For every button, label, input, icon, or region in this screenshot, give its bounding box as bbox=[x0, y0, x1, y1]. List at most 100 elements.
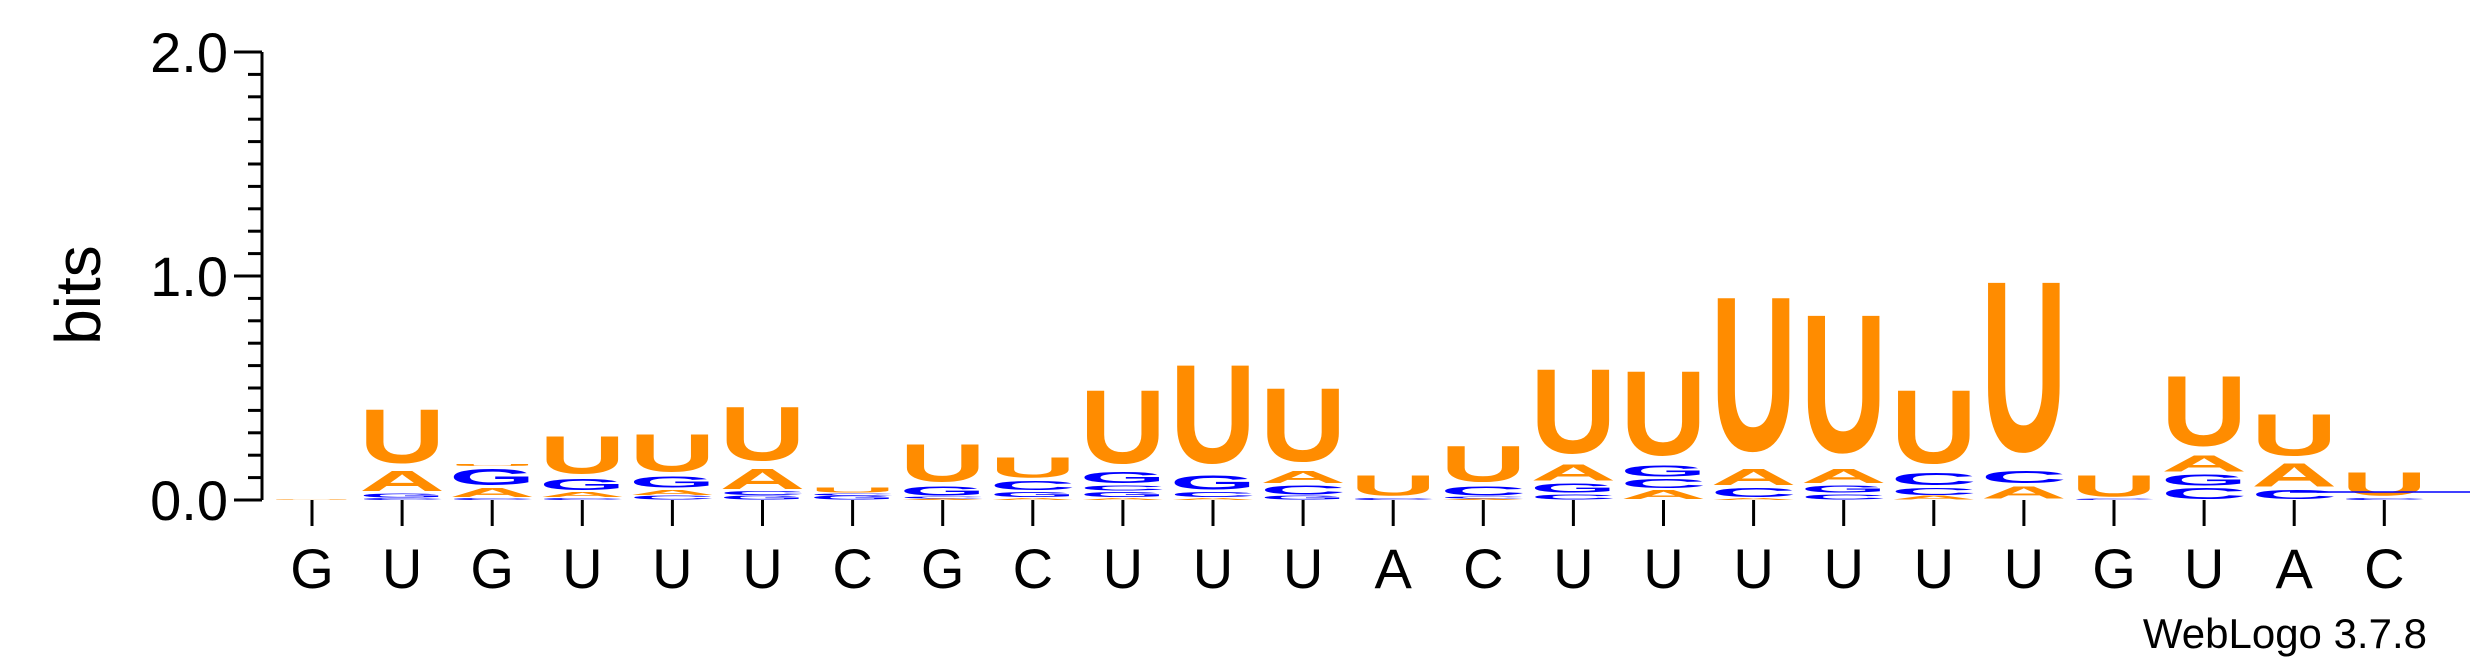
logo-letter: U bbox=[1260, 365, 1346, 483]
logo-letter: C bbox=[539, 497, 625, 500]
logo-letter: C bbox=[1260, 483, 1346, 497]
logo-letter: G bbox=[359, 493, 445, 499]
logo-letter: A bbox=[2251, 456, 2337, 493]
logo-letter: C bbox=[1981, 467, 2067, 487]
logo-letter: C bbox=[1080, 484, 1166, 493]
stack-column: CU bbox=[1350, 471, 1436, 502]
logo-letter: U bbox=[810, 486, 896, 495]
logo-letter: A bbox=[1170, 497, 1256, 500]
logo-letter: G bbox=[2161, 472, 2247, 489]
logo-letter: A bbox=[720, 464, 806, 495]
logo-letter: U bbox=[629, 422, 715, 483]
logo-letter: G bbox=[629, 474, 715, 491]
logo-letter: C bbox=[2341, 497, 2427, 500]
stack-column: CAU bbox=[2251, 402, 2337, 502]
logo-letter: C bbox=[2071, 499, 2157, 500]
logo-letter: U bbox=[539, 425, 625, 486]
stack-column: CU bbox=[2071, 469, 2157, 503]
logo-letter: A bbox=[1711, 497, 1797, 500]
logo-letter: C bbox=[1170, 490, 1256, 499]
x-tick-label: U bbox=[1914, 537, 1954, 600]
x-tick-label: G bbox=[290, 537, 334, 600]
logo-letter: A bbox=[1981, 483, 2067, 503]
x-tick-label: U bbox=[382, 537, 422, 600]
logo-stacks: U CGAUCAGUCAGUCAGUGCAUGCUACGUAGCUAGCGUACG… bbox=[269, 229, 2470, 503]
logo-letter: U bbox=[1350, 471, 1436, 502]
x-tick-label: C bbox=[832, 537, 872, 600]
x-tick-label: U bbox=[1643, 537, 1683, 600]
logo-letter: U bbox=[990, 453, 1076, 484]
y-axis: 0.0 1.0 2.0 bbox=[150, 21, 264, 532]
y-tick-label: 2.0 bbox=[150, 21, 228, 84]
logo-letter: C bbox=[1440, 496, 1526, 499]
logo-letter: C bbox=[2161, 485, 2247, 502]
logo-letter: C bbox=[1620, 476, 1706, 490]
logo-letter: A bbox=[1801, 465, 1887, 488]
logo-letter: U bbox=[269, 499, 355, 500]
logo-letter: A bbox=[629, 488, 715, 497]
stack-column: ACU bbox=[1981, 229, 2067, 502]
logo-letter: U bbox=[1440, 436, 1526, 493]
x-tick-label: C bbox=[2364, 537, 2404, 600]
x-tick-label: U bbox=[742, 537, 782, 600]
logo-letter: A bbox=[1891, 495, 1977, 501]
logo-letter: U bbox=[900, 432, 986, 493]
x-tick-label: U bbox=[2184, 537, 2224, 600]
stack-column: U bbox=[269, 499, 355, 500]
stack-column: GCU bbox=[810, 486, 896, 501]
logo-letter: C bbox=[449, 497, 535, 500]
logo-letter: U bbox=[2341, 465, 2427, 502]
logo-letter: C bbox=[1530, 492, 1616, 501]
logo-letter: A bbox=[1620, 487, 1706, 501]
x-tick-label: G bbox=[2092, 537, 2136, 600]
logo-letter: U bbox=[1891, 368, 1977, 486]
logo-letter: A bbox=[1080, 497, 1166, 500]
logo-letter: U bbox=[449, 464, 535, 467]
x-tick-label: A bbox=[1375, 537, 1413, 600]
logo-letter: G bbox=[1080, 469, 1166, 486]
x-tick-label: U bbox=[1823, 537, 1863, 600]
logo-letter: U bbox=[1801, 272, 1887, 494]
logo-letter: U bbox=[1080, 368, 1166, 486]
stack-column: CU bbox=[2341, 465, 2427, 502]
logo-letter: U bbox=[720, 392, 806, 478]
logo-letter: G bbox=[449, 464, 535, 490]
logo-letter: U bbox=[1621, 348, 1707, 482]
logo-letter: C bbox=[1801, 492, 1887, 501]
logo-letter: G bbox=[990, 490, 1076, 499]
logo-letter: U bbox=[1981, 229, 2067, 502]
logo-letter: G bbox=[1260, 495, 1346, 501]
logo-letter: A bbox=[449, 485, 535, 499]
logo-letter: G bbox=[720, 495, 806, 501]
logo-letter: A bbox=[1260, 467, 1346, 487]
logo-letter: U bbox=[359, 394, 445, 480]
x-tick-label: U bbox=[1193, 537, 1233, 600]
logo-letter: A bbox=[539, 490, 625, 499]
x-tick-label: U bbox=[1733, 537, 1773, 600]
y-axis-label: bits bbox=[42, 245, 114, 345]
logo-letter: C bbox=[1350, 497, 1436, 500]
y-tick-label: 0.0 bbox=[150, 469, 228, 532]
x-tick-label: A bbox=[2276, 537, 2314, 600]
logo-letter: C bbox=[1891, 469, 1977, 489]
logo-letter: U bbox=[2251, 402, 2337, 468]
logo-letter: U bbox=[2161, 355, 2247, 467]
logo-letter: G bbox=[900, 484, 986, 498]
logo-letter: C bbox=[2251, 487, 2337, 501]
